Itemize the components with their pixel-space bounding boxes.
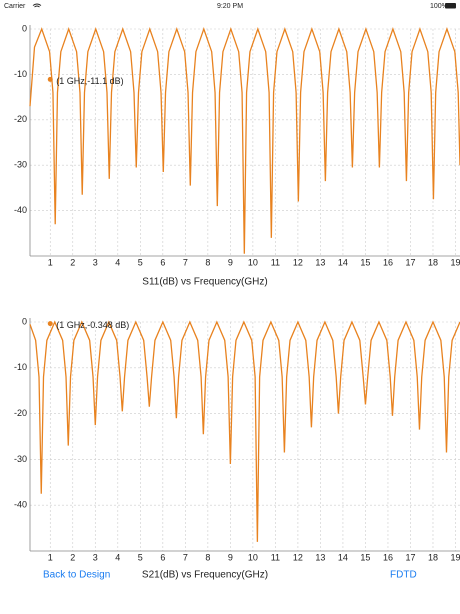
data-line <box>29 320 460 542</box>
x-tick-label: 15 <box>360 257 370 267</box>
data-line <box>29 27 460 254</box>
x-tick-label: 18 <box>428 257 438 267</box>
x-tick-label: 9 <box>228 552 233 562</box>
x-tick-label: 16 <box>383 257 393 267</box>
marker-label: (1 GHz,-0.348 dB) <box>56 320 129 330</box>
clock: 9:20 PM <box>217 3 243 10</box>
x-tick-label: 2 <box>70 257 75 267</box>
x-tick-label: 7 <box>183 552 188 562</box>
x-tick-label: 14 <box>338 257 348 267</box>
x-tick-label: 12 <box>293 552 303 562</box>
y-tick-label: 0 <box>22 316 27 326</box>
x-tick-label: 8 <box>205 552 210 562</box>
x-tick-label: 4 <box>115 257 120 267</box>
x-tick-label: 14 <box>338 552 348 562</box>
y-tick-label: -40 <box>14 205 27 215</box>
x-tick-label: 8 <box>205 257 210 267</box>
x-tick-label: 1 <box>48 552 53 562</box>
x-tick-label: 5 <box>138 552 143 562</box>
fdtd-button[interactable]: FDTD <box>390 570 417 581</box>
x-tick-label: 11 <box>271 257 280 267</box>
x-tick-label: 16 <box>383 552 393 562</box>
y-tick-label: -30 <box>14 454 27 464</box>
chart-title: S11(dB) vs Frequency(GHz) <box>142 277 267 288</box>
y-tick-label: -20 <box>14 408 27 418</box>
y-tick-label: 0 <box>22 23 27 33</box>
battery-percent: 100% <box>430 3 448 10</box>
marker-point <box>47 76 53 82</box>
x-tick-label: 11 <box>271 552 280 562</box>
y-tick-label: -10 <box>14 362 27 372</box>
x-tick-label: 9 <box>228 257 233 267</box>
chart-title: S21(dB) vs Frequency(GHz) <box>142 570 268 581</box>
back-button[interactable]: Back to Design <box>43 570 110 581</box>
x-tick-label: 3 <box>93 257 98 267</box>
x-tick-label: 7 <box>183 257 188 267</box>
x-tick-label: 10 <box>248 552 258 562</box>
x-tick-label: 6 <box>160 257 165 267</box>
carrier: Carrier <box>4 3 26 10</box>
marker-point <box>47 321 53 327</box>
marker-label: (1 GHz,-11.1 dB) <box>56 76 123 86</box>
y-tick-label: -20 <box>14 114 27 124</box>
x-tick-label: 13 <box>315 257 325 267</box>
x-tick-label: 19 <box>450 257 460 267</box>
x-tick-label: 17 <box>405 257 415 267</box>
x-tick-label: 1 <box>48 257 53 267</box>
x-tick-label: 17 <box>405 552 415 562</box>
x-tick-label: 2 <box>70 552 75 562</box>
x-tick-label: 13 <box>315 552 325 562</box>
x-tick-label: 3 <box>93 552 98 562</box>
battery-icon <box>445 3 456 9</box>
y-tick-label: -40 <box>14 500 27 510</box>
x-tick-label: 18 <box>428 552 438 562</box>
x-tick-label: 12 <box>293 257 303 267</box>
x-tick-label: 10 <box>248 257 258 267</box>
y-tick-label: -10 <box>14 69 27 79</box>
wifi-icon <box>32 3 42 8</box>
x-tick-label: 19 <box>450 552 460 562</box>
y-tick-label: -30 <box>14 160 27 170</box>
x-tick-label: 15 <box>360 552 370 562</box>
x-tick-label: 5 <box>138 257 143 267</box>
x-tick-label: 6 <box>160 552 165 562</box>
x-tick-label: 4 <box>115 552 120 562</box>
